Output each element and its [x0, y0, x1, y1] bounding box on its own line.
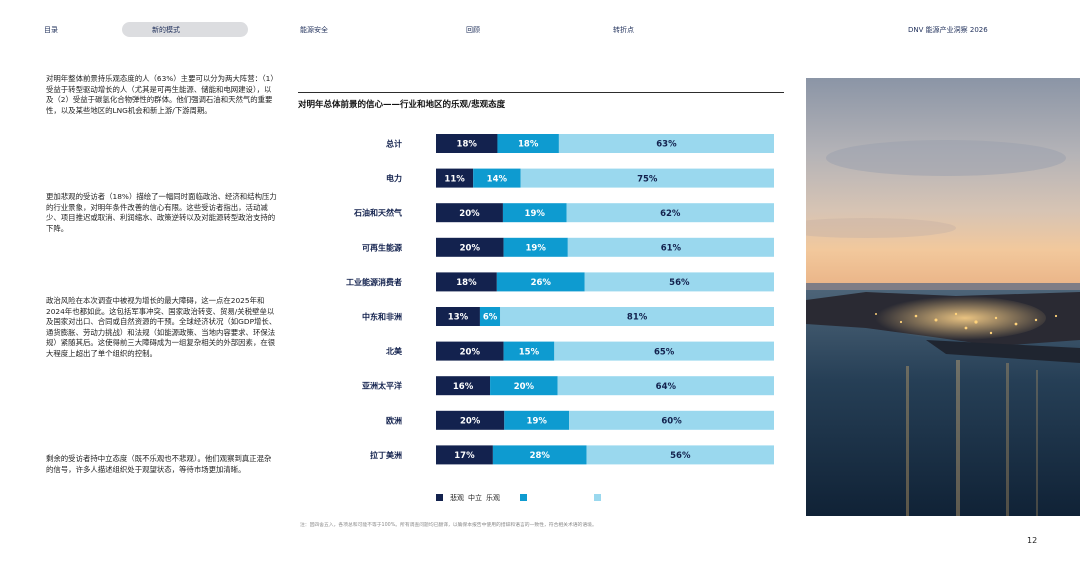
- bar-segment-pessimistic: [436, 168, 474, 188]
- data-label-pessimistic: 20%: [460, 417, 481, 427]
- bar-segment-pessimistic: [436, 341, 504, 361]
- bar-segment-optimistic: [554, 341, 774, 361]
- category-label: 石油和天然气: [353, 208, 402, 218]
- data-label-optimistic: 56%: [669, 278, 690, 288]
- category-label: 欧洲: [386, 415, 402, 425]
- data-label-pessimistic: 20%: [460, 244, 481, 254]
- category-label: 亚洲太平洋: [362, 381, 402, 391]
- bar-segment-optimistic: [567, 237, 774, 257]
- data-label-pessimistic: 18%: [457, 140, 478, 150]
- page-number: 12: [1027, 536, 1038, 545]
- data-label-neutral: 19%: [527, 417, 548, 427]
- data-label-optimistic: 63%: [656, 140, 677, 150]
- legend-swatch-pessimistic: [436, 494, 443, 501]
- category-label: 北美: [386, 346, 403, 356]
- legend-swatch-neutral: [520, 494, 527, 501]
- nav-new-model-label: 新的模式: [152, 26, 180, 34]
- data-label-pessimistic: 11%: [444, 174, 465, 184]
- data-label-neutral: 18%: [518, 140, 539, 150]
- nav-contents[interactable]: 目录: [44, 26, 58, 34]
- category-label: 总计: [386, 139, 402, 149]
- bar-segment-pessimistic: [436, 307, 480, 326]
- bar-segment-pessimistic: [436, 134, 498, 153]
- paragraph-political-risk: 政治风险在本次调查中被视为增长的最大障碍，这一点在2025年和2024年也都如此…: [46, 296, 277, 358]
- bar-segment-pessimistic: [436, 272, 497, 292]
- bar-segment-neutral: [504, 410, 570, 430]
- legend-label-pessimistic: 悲观: [450, 494, 464, 502]
- bar-segment-neutral: [479, 307, 501, 326]
- top-navigation: 目录 新的模式 能源安全 回顾 转折点 DNV 能源产业洞察 2026: [0, 0, 1080, 44]
- bar-segment-neutral: [497, 134, 559, 153]
- paragraph-optimists: 对明年整体前景持乐观态度的人（63%）主要可以分为两大阵营：（1）受益于转型驱动…: [46, 74, 278, 115]
- category-label: 拉丁美洲: [370, 450, 402, 460]
- bar-segment-optimistic: [520, 168, 774, 188]
- nav-review[interactable]: 回顾: [466, 26, 480, 34]
- data-label-neutral: 28%: [530, 451, 551, 461]
- bar-segment-optimistic: [569, 410, 774, 430]
- data-label-optimistic: 60%: [661, 417, 682, 427]
- data-label-neutral: 15%: [519, 347, 540, 357]
- category-label: 工业能源消费者: [346, 277, 402, 287]
- data-label-pessimistic: 18%: [456, 278, 477, 288]
- chart-top-rule: [298, 92, 784, 93]
- bar-segment-optimistic: [558, 134, 774, 153]
- bar-segment-neutral: [502, 203, 567, 223]
- data-label-pessimistic: 17%: [454, 451, 475, 461]
- data-label-neutral: 6%: [483, 313, 498, 323]
- stacked-bar-chart: 总计 18% 18% 63% 电力 11% 14% 75% 石油和天然气 20% 19% 62% 可再生…: [346, 134, 774, 465]
- bar-segment-neutral: [492, 445, 587, 465]
- data-label-neutral: 20%: [514, 382, 535, 392]
- bar-segment-pessimistic: [436, 203, 503, 223]
- bar-segment-neutral: [496, 272, 585, 292]
- chart-title: 对明年总体前景的信心——行业和地区的乐观/悲观态度: [298, 100, 506, 110]
- data-label-pessimistic: 13%: [448, 313, 469, 323]
- bar-segment-pessimistic: [436, 445, 493, 465]
- nav-new-model[interactable]: 新的模式: [122, 22, 248, 37]
- bar-segment-pessimistic: [436, 237, 504, 257]
- legend-label-optimistic: 乐观: [486, 494, 500, 502]
- bar-segment-neutral: [503, 237, 568, 257]
- data-label-pessimistic: 20%: [460, 347, 481, 357]
- bar-segment-neutral: [490, 376, 558, 396]
- harbour-dusk-photo: [806, 78, 1080, 516]
- data-label-neutral: 26%: [531, 278, 552, 288]
- bar-segment-optimistic: [584, 272, 774, 292]
- bar-segment-optimistic: [557, 376, 774, 396]
- legend-swatch-optimistic: [594, 494, 601, 501]
- category-label: 中东和非洲: [362, 312, 402, 322]
- bar-segment-optimistic: [500, 307, 774, 326]
- data-label-optimistic: 61%: [661, 244, 682, 254]
- data-label-neutral: 19%: [526, 244, 547, 254]
- nav-energy-security[interactable]: 能源安全: [300, 26, 328, 34]
- data-label-optimistic: 56%: [670, 451, 691, 461]
- bar-segment-neutral: [503, 341, 555, 361]
- bar-segment-optimistic: [566, 203, 774, 223]
- paragraph-neutral: 剩余的受访者持中立态度（既不乐观也不悲观）。他们观察到真正混杂的信号，许多人描述…: [46, 454, 272, 474]
- data-label-neutral: 19%: [525, 209, 546, 219]
- legend-label-neutral: 中立: [468, 494, 482, 502]
- data-label-optimistic: 65%: [654, 347, 675, 357]
- data-label-optimistic: 62%: [660, 209, 681, 219]
- bar-segment-optimistic: [586, 445, 774, 465]
- data-label-optimistic: 81%: [627, 313, 648, 323]
- data-label-optimistic: 64%: [656, 382, 677, 392]
- nav-turning-point[interactable]: 转折点: [613, 26, 634, 34]
- data-label-optimistic: 75%: [637, 174, 658, 184]
- category-label: 电力: [386, 173, 402, 183]
- data-label-pessimistic: 20%: [459, 209, 480, 219]
- bar-segment-pessimistic: [436, 376, 491, 396]
- report-title: DNV 能源产业洞察 2026: [908, 26, 988, 34]
- bar-segment-pessimistic: [436, 410, 505, 430]
- footnote: 注：因四舍五入，各项总和可能不等于100%。所有调查问题均已翻译，以确保本报告中…: [300, 523, 597, 528]
- data-label-neutral: 14%: [487, 174, 508, 184]
- bar-segment-neutral: [473, 168, 521, 188]
- data-label-pessimistic: 16%: [453, 382, 474, 392]
- paragraph-pessimists: 更加悲观的受访者（18%）描绘了一幅同时面临政治、经济和结构压力的行业景象，对明…: [46, 192, 277, 233]
- category-label: 可再生能源: [362, 242, 402, 252]
